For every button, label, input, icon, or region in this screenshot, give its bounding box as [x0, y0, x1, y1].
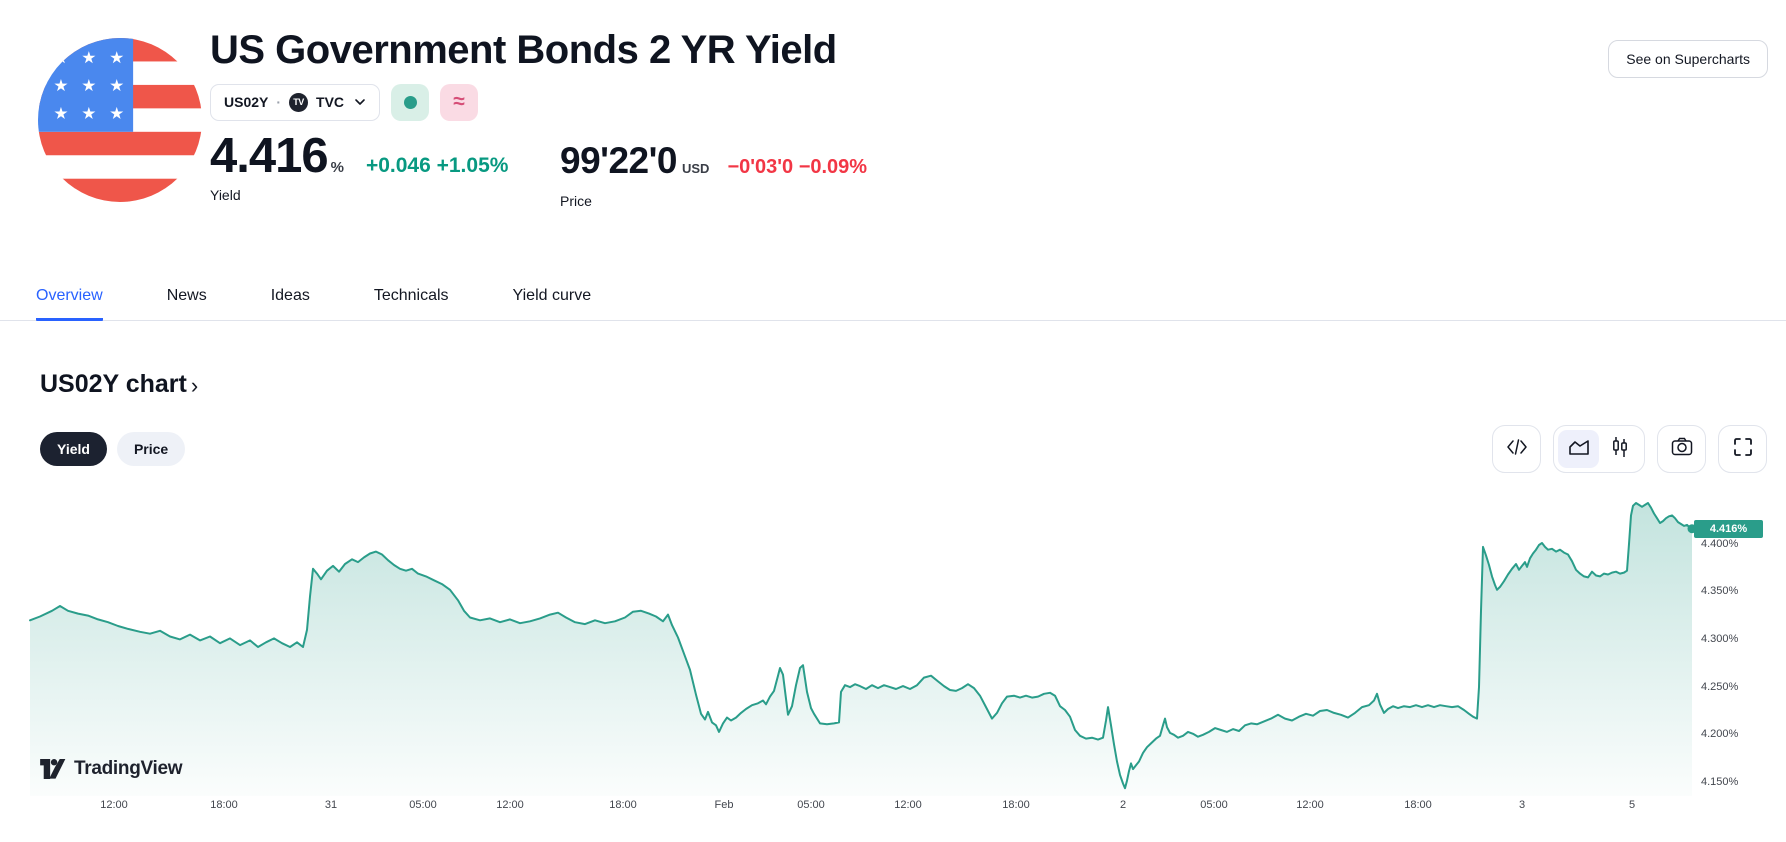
- symbol-code: US02Y: [224, 94, 269, 110]
- x-axis-label: 31: [324, 799, 338, 811]
- tradingview-exchange-icon: TV: [289, 92, 309, 112]
- candles-chart-button[interactable]: [1599, 430, 1640, 468]
- separator-dot: ·: [276, 94, 282, 110]
- us-flag-icon: [38, 38, 202, 202]
- yield-label: Yield: [210, 187, 241, 203]
- x-axis-label: 18:00: [609, 799, 637, 811]
- x-axis-label: 2: [1119, 799, 1127, 811]
- yield-unit: %: [330, 159, 344, 176]
- code-icon: [1506, 438, 1528, 460]
- y-axis-label: 4.350%: [1701, 585, 1739, 598]
- chart-section-title: US02Y chart: [40, 370, 187, 398]
- chart-toolbar: [1492, 425, 1767, 473]
- page-title: US Government Bonds 2 YR Yield: [210, 28, 837, 72]
- y-axis-label: 4.400%: [1701, 537, 1739, 550]
- yield-block: 4.416 % +0.046 +1.05% Yield: [210, 128, 508, 203]
- chart-plot: [29, 502, 1697, 796]
- area-chart-button[interactable]: [1558, 430, 1599, 468]
- yield-line: [29, 502, 1693, 790]
- tradingview-logo-icon: [40, 759, 66, 779]
- tab-ideas[interactable]: Ideas: [270, 287, 310, 304]
- y-axis-label: 4.250%: [1701, 680, 1739, 693]
- yield-change: +0.046 +1.05%: [365, 154, 509, 177]
- y-axis-label: 4.300%: [1701, 632, 1739, 645]
- exchange-code: TVC: [316, 94, 345, 110]
- tradingview-watermark: TradingView: [40, 758, 183, 780]
- price-value: 99'22'0: [560, 140, 678, 181]
- x-axis-label: 12:00: [100, 799, 128, 811]
- price-block: 99'22'0 USD −0'03'0 −0.09% Price: [560, 140, 867, 209]
- symbol-row: US02Y · TV TVC ≈: [210, 83, 479, 121]
- x-axis-label: 18:00: [1404, 799, 1432, 811]
- chevron-down-icon: [354, 96, 366, 108]
- x-axis-label: 12:00: [496, 799, 524, 811]
- price-change: −0'03'0 −0.09%: [727, 156, 868, 178]
- chevron-right-icon: ›: [190, 372, 199, 398]
- symbol-switcher-button[interactable]: US02Y · TV TVC: [210, 83, 381, 121]
- chart-section-heading[interactable]: US02Y chart ›: [40, 370, 198, 399]
- camera-icon: [1671, 437, 1693, 461]
- yield-area-chart[interactable]: 4.400% 4.350% 4.300% 4.250% 4.200% 4.150% 12:…: [0, 428, 1786, 824]
- x-axis-label: Feb: [714, 799, 734, 811]
- price-unit: USD: [682, 161, 710, 176]
- tab-news[interactable]: News: [166, 287, 207, 304]
- candlestick-icon: [1611, 436, 1629, 463]
- yield-toggle-button[interactable]: Yield: [40, 432, 107, 466]
- x-axis-label: 18:00: [1002, 799, 1030, 811]
- embed-code-button[interactable]: [1492, 425, 1541, 473]
- x-axis-label: 18:00: [210, 799, 238, 811]
- snapshot-button[interactable]: [1657, 425, 1706, 473]
- x-axis-label: 05:00: [1200, 799, 1228, 811]
- yield-value: 4.416: [210, 129, 329, 183]
- x-axis-label: 05:00: [797, 799, 825, 811]
- watermark-text: TradingView: [74, 758, 183, 779]
- see-on-supercharts-button[interactable]: See on Supercharts: [1608, 40, 1768, 78]
- fullscreen-icon: [1733, 437, 1753, 462]
- tab-bar: Overview News Ideas Technicals Yield cur…: [0, 279, 1786, 321]
- chart-mode-toggle: Yield Price: [40, 432, 186, 466]
- tab-technicals[interactable]: Technicals: [373, 287, 449, 304]
- market-open-badge[interactable]: [391, 83, 430, 121]
- price-label: Price: [560, 193, 592, 209]
- area-chart-icon: [1568, 438, 1590, 461]
- x-axis-label: 12:00: [894, 799, 922, 811]
- chart-type-switch: [1553, 425, 1645, 473]
- tab-overview[interactable]: Overview: [36, 287, 103, 321]
- x-axis-label: 5: [1628, 799, 1636, 811]
- tab-yield-curve[interactable]: Yield curve: [512, 287, 592, 304]
- x-axis-label: 3: [1518, 799, 1526, 811]
- price-toggle-button[interactable]: Price: [116, 432, 186, 466]
- fullscreen-button[interactable]: [1718, 425, 1767, 473]
- area-fill: [30, 503, 1692, 796]
- x-axis-label: 05:00: [409, 799, 437, 811]
- x-axis-label: 12:00: [1296, 799, 1324, 811]
- y-axis-label: 4.200%: [1701, 728, 1739, 741]
- y-axis-label: 4.150%: [1701, 776, 1739, 788]
- delayed-data-badge[interactable]: ≈: [440, 83, 479, 121]
- green-dot-icon: [403, 95, 417, 109]
- last-value-badge: 4.416%: [1694, 519, 1763, 538]
